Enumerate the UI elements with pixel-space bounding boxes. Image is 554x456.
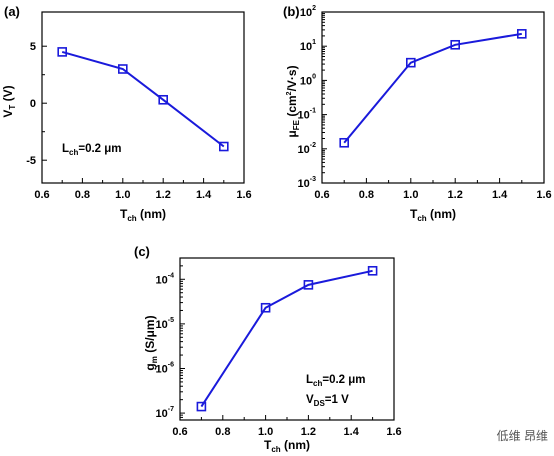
- y-tick-label: 10-2: [298, 142, 317, 156]
- x-tick-label: 1.2: [448, 189, 463, 201]
- x-tick-label: 1.0: [403, 189, 418, 201]
- data-point-marker: [118, 64, 128, 74]
- x-tick-label: 0.6: [314, 189, 329, 201]
- x-tick-label: 1.4: [196, 189, 212, 201]
- x-tick-label: 0.6: [34, 189, 49, 201]
- panel-label: (c): [134, 244, 150, 259]
- y-tick-label: 10-1: [298, 108, 317, 122]
- y-tick-label: 101: [300, 39, 316, 53]
- chart-panel-3: (c) 0.6 0.8 1.0 1.2 1.4 1.6 10-4 10-5 10-6 10-7 Tch…: [134, 244, 402, 454]
- x-tick-label: 1.0: [115, 189, 130, 201]
- data-point-marker: [303, 280, 314, 290]
- y-tick-label: 10-6: [156, 361, 175, 375]
- data-point-marker: [158, 94, 168, 105]
- y-axis-label: gm (S/μm): [143, 315, 159, 370]
- plot-frame: [321, 11, 545, 184]
- y-axis-label: VT (V): [1, 85, 17, 117]
- data-point-marker: [516, 29, 527, 39]
- x-tick-label: 1.0: [258, 426, 273, 438]
- data-point-marker: [219, 141, 229, 152]
- x-axis-label: Tch (nm): [264, 438, 310, 454]
- x-tick-label: 1.6: [536, 189, 551, 201]
- chart-panel-1: (a) 0.6 0.8 1.0 1.2 1.4 1.6 5 0 -5 Tch (nm) VT (V) L…: [1, 4, 252, 223]
- y-tick-label: 10-5: [156, 317, 175, 331]
- x-axis-label: Tch (nm): [120, 207, 166, 223]
- x-tick-label: 1.2: [301, 426, 316, 438]
- panel-label: (b): [283, 4, 300, 19]
- x-tick-label: 1.6: [386, 426, 401, 438]
- x-tick-label: 1.6: [236, 189, 251, 201]
- series-line: [343, 32, 522, 144]
- watermark: 低维 昂维: [497, 429, 548, 443]
- x-tick-label: 1.4: [344, 426, 360, 438]
- panel-label: (a): [4, 4, 20, 19]
- plot-frame: [41, 11, 245, 184]
- y-tick-label: 10-7: [156, 406, 175, 420]
- x-tick-label: 1.4: [492, 189, 508, 201]
- series-line: [200, 269, 373, 408]
- chart-panel-2: (b) 0.6 0.8 1.0 1.2 1.4 1.6 102 101 100 10-1 10-2 10…: [283, 4, 552, 223]
- data-point-marker: [57, 47, 68, 57]
- y-tick-label: 100: [300, 73, 316, 87]
- y-tick-label: -5: [26, 155, 36, 167]
- x-tick-label: 0.6: [172, 426, 187, 438]
- x-axis-label: Tch (nm): [410, 207, 456, 223]
- annotation: VDS=1 V: [306, 394, 349, 408]
- data-point-marker: [339, 137, 350, 148]
- data-point-marker: [260, 302, 271, 313]
- y-axis-label: μFE (cm2/V·s): [285, 65, 301, 137]
- y-tick-label: 5: [30, 41, 36, 53]
- y-tick-label: 10-3: [298, 176, 317, 190]
- data-point-marker: [367, 265, 378, 276]
- series-line: [61, 50, 225, 148]
- plot-frame: [179, 257, 395, 421]
- y-tick-label: 10-4: [156, 272, 175, 286]
- data-point-marker: [450, 39, 461, 50]
- x-tick-label: 0.8: [75, 189, 90, 201]
- y-tick-label: 102: [300, 5, 316, 19]
- annotation: Lch=0.2 μm: [62, 143, 122, 157]
- x-tick-label: 0.8: [359, 189, 374, 201]
- x-tick-label: 1.2: [156, 189, 171, 201]
- data-point-marker: [196, 401, 207, 412]
- x-tick-label: 0.8: [215, 426, 230, 438]
- y-tick-label: 0: [30, 98, 36, 110]
- data-point-marker: [405, 57, 416, 68]
- annotation: Lch=0.2 μm: [306, 374, 366, 388]
